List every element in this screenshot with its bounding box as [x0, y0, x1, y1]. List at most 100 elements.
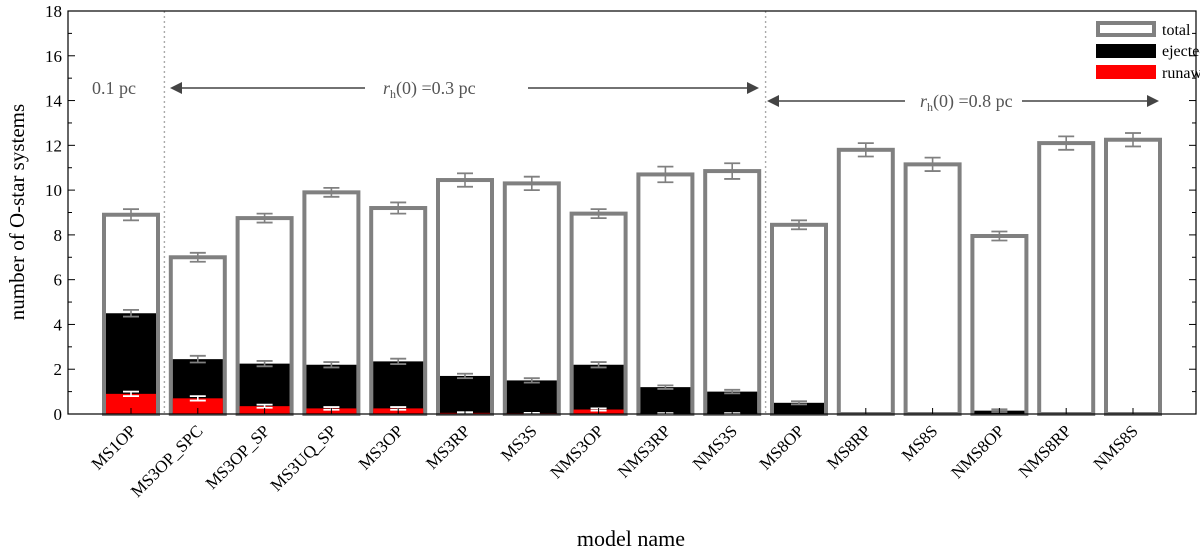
error-bar-total: [123, 208, 139, 222]
bar-group-MS3RP: [436, 172, 494, 416]
bar-group-MS3OP_SP: [235, 212, 294, 416]
error-bar-total: [924, 156, 941, 172]
legend-ejected-swatch: [1096, 44, 1156, 58]
y-ticks: 0 2 4 6 8 10 12 14 16 18: [45, 2, 1196, 424]
error-bar-total: [1125, 132, 1141, 148]
bar-runaway: [106, 393, 156, 414]
error-bar-total: [189, 251, 206, 263]
legend-total-swatch: [1096, 21, 1156, 37]
bar-group-MS3OP_SPC: [168, 251, 227, 416]
error-bar-ejected: [123, 308, 139, 318]
y-tick-label: 8: [54, 226, 63, 245]
y-tick-label: 0: [54, 405, 63, 424]
bar-group-NMS8RP: [1037, 135, 1096, 416]
error-bar-total: [590, 208, 607, 219]
error-bar-total: [523, 175, 540, 192]
annotation-08pc-rest: (0) =0.8 pc: [933, 91, 1013, 112]
y-tick-label: 18: [45, 2, 62, 21]
x-tick-label: MS3OP: [355, 421, 407, 473]
error-bar-total: [724, 162, 741, 180]
bars-layer: [102, 132, 1162, 417]
x-tick-label: MS3UQ_SP: [267, 421, 341, 495]
annotation-03pc-symbol: r: [383, 78, 391, 98]
x-tick-label: MS3RP: [422, 421, 474, 473]
bar-total: [636, 172, 695, 416]
error-bar-ejected: [724, 388, 741, 395]
bar-total: [1037, 141, 1096, 416]
error-bar-total: [657, 165, 674, 184]
bar-group-NMS3S: [703, 162, 762, 416]
error-bar-ejected: [590, 361, 607, 369]
annotation-08pc-symbol: r: [920, 91, 928, 111]
x-tick-label: NMS3RP: [614, 421, 674, 481]
bar-ejected: [373, 361, 424, 414]
y-tick-label: 10: [45, 181, 62, 200]
x-tick-label: NMS8RP: [1015, 421, 1075, 481]
error-bar-total: [791, 219, 807, 231]
bar-group-MS3UQ_SP: [302, 186, 361, 416]
x-tick-label: NMS8OP: [947, 421, 1008, 482]
bar-group-MS3S: [502, 175, 561, 416]
bar-ejected: [306, 364, 357, 414]
bar-group-NMS8OP: [970, 230, 1029, 416]
arrow-03pc: rh(0) =0.3 pc: [170, 78, 759, 101]
annotation-08pc: rh(0) =0.8 pc: [920, 91, 1013, 114]
bar-total: [502, 181, 561, 416]
error-bar-ejected: [657, 384, 674, 390]
x-tick-label: MS3OP_SP: [202, 421, 274, 493]
bar-total: [970, 234, 1029, 416]
error-bar-runaway: [123, 390, 139, 397]
x-tick-label: NMS3OP: [547, 421, 608, 482]
legend-ejected-label: ejected: [1162, 43, 1200, 60]
bar-ejected: [440, 375, 490, 414]
y-tick-label: 4: [54, 315, 63, 334]
error-bar-ejected: [256, 360, 273, 368]
bar-total: [1104, 137, 1162, 416]
bar-group-NMS3RP: [636, 165, 695, 416]
error-bar-ejected: [323, 361, 340, 369]
annotation-08pc-sub: h: [927, 100, 933, 114]
x-tick-label: MS8OP: [756, 421, 808, 473]
annotation-03pc-sub: h: [390, 87, 396, 101]
arrow-08pc: rh(0) =0.8 pc: [767, 91, 1159, 114]
x-tick-label: MS8S: [898, 421, 942, 465]
y-axis-label: number of O-star systems: [5, 104, 29, 320]
bar-group-MS8RP: [836, 142, 895, 417]
bar-group-NMS8S: [1104, 132, 1162, 416]
y-tick-label: 2: [54, 360, 63, 379]
bar-total: [703, 169, 762, 416]
error-bar-total: [991, 230, 1008, 242]
y-tick-label: 14: [45, 92, 63, 111]
bar-group-NMS3OP: [569, 208, 628, 416]
bar-group-MS1OP: [102, 208, 160, 416]
arrow-08pc-left-head: [767, 95, 779, 107]
x-tick-label: MS8RP: [823, 421, 875, 473]
bar-ejected: [707, 391, 758, 414]
arrow-03pc-right-head: [747, 82, 759, 94]
legend-total-label: total: [1162, 22, 1191, 39]
error-bar-runaway: [189, 395, 206, 402]
y-tick-label: 16: [45, 47, 62, 66]
legend-runaway-label: runaway: [1162, 65, 1200, 82]
y-tick-label: 6: [54, 271, 63, 290]
annotation-03pc: rh(0) =0.3 pc: [383, 78, 476, 101]
error-bar-runaway: [256, 403, 273, 409]
bar-group-MS8OP: [770, 219, 828, 416]
error-bar-total: [323, 186, 340, 198]
error-bar-ejected: [189, 354, 206, 364]
error-bar-total: [1058, 135, 1075, 151]
error-bar-ejected: [791, 400, 807, 406]
bar-runaway: [172, 398, 223, 414]
error-bar-ejected: [457, 372, 473, 380]
bar-group-MS3OP: [369, 201, 428, 416]
bar-ejected: [573, 364, 624, 414]
error-bar-ejected: [390, 357, 407, 365]
bar-group-MS8S: [903, 156, 962, 416]
arrow-03pc-left-head: [170, 82, 182, 94]
x-axis-label: model name: [577, 526, 685, 551]
annotation-01pc: 0.1 pc: [92, 78, 136, 98]
x-tick-label: NMS3S: [689, 421, 741, 473]
error-bar-total: [390, 201, 407, 215]
